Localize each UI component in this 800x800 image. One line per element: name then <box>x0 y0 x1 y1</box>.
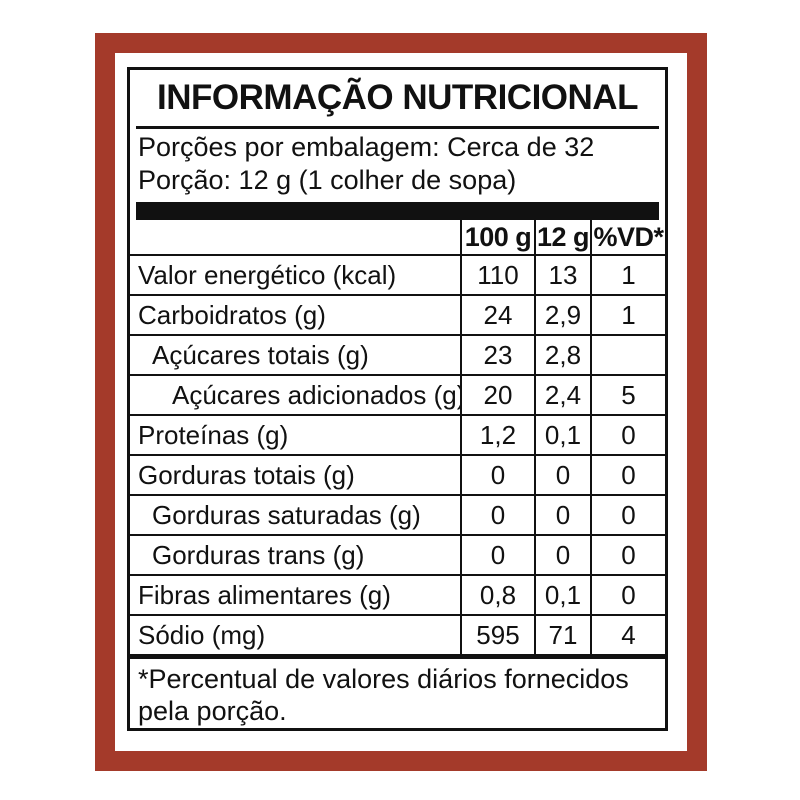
red-frame: INFORMAÇÃO NUTRICIONAL Porções por embal… <box>95 33 707 771</box>
value-daily-pct: 1 <box>590 256 665 294</box>
value-daily-pct: 1 <box>590 296 665 334</box>
value-per-100g: 1,2 <box>460 416 534 454</box>
value-per-100g: 0 <box>460 456 534 494</box>
title-divider <box>136 126 659 129</box>
footnote-line-2: pela porção. <box>138 696 287 726</box>
value-daily-pct: 4 <box>590 616 665 654</box>
value-per-100g: 24 <box>460 296 534 334</box>
value-daily-pct: 0 <box>590 456 665 494</box>
footnote: *Percentual de valores diários fornecido… <box>130 659 665 727</box>
value-daily-pct: 0 <box>590 496 665 534</box>
column-header-vd: %VD* <box>590 220 665 254</box>
nutrient-name: Gorduras trans (g) <box>152 539 365 570</box>
nutrient-row: Gorduras trans (g) 0 0 0 <box>130 534 665 574</box>
nutrient-row: Gorduras totais (g) 0 0 0 <box>130 454 665 494</box>
serving-info: Porções por embalagem: Cerca de 32 Porçã… <box>130 129 665 199</box>
nutrient-row: Açúcares totais (g) 23 2,8 <box>130 334 665 374</box>
nutrient-name: Açúcares adicionados (g) <box>172 379 460 410</box>
nutrient-row: Sódio (mg) 595 71 4 <box>130 614 665 654</box>
nutrition-title: INFORMAÇÃO NUTRICIONAL <box>157 78 638 117</box>
nutrient-row: Carboidratos (g) 24 2,9 1 <box>130 294 665 334</box>
nutrient-rows: Valor energético (kcal) 110 13 1 Carboid… <box>130 254 665 659</box>
column-header-100g: 100 g <box>460 220 534 254</box>
servings-per-package: Porções por embalagem: Cerca de 32 <box>138 132 595 162</box>
nutrient-name: Valor energético (kcal) <box>138 259 397 290</box>
value-per-portion: 0,1 <box>534 576 590 614</box>
nutrient-name: Carboidratos (g) <box>138 299 326 330</box>
value-per-portion: 0,1 <box>534 416 590 454</box>
portion-size: Porção: 12 g (1 colher de sopa) <box>138 165 517 195</box>
nutrient-name: Gorduras saturadas (g) <box>152 499 421 530</box>
nutrient-row: Açúcares adicionados (g) 20 2,4 5 <box>130 374 665 414</box>
column-header-12g: 12 g <box>534 220 590 254</box>
nutrient-name: Açúcares totais (g) <box>152 339 369 370</box>
value-per-100g: 0 <box>460 536 534 574</box>
value-per-portion: 2,4 <box>534 376 590 414</box>
value-per-100g: 595 <box>460 616 534 654</box>
nutrient-name: Gorduras totais (g) <box>138 459 355 490</box>
column-header-row: 100 g 12 g %VD* <box>130 220 665 254</box>
nutrition-facts-box: INFORMAÇÃO NUTRICIONAL Porções por embal… <box>127 67 668 731</box>
value-per-100g: 20 <box>460 376 534 414</box>
nutrient-name: Fibras alimentares (g) <box>138 579 391 610</box>
footnote-line-1: *Percentual de valores diários fornecido… <box>138 664 629 694</box>
nutrient-row: Proteínas (g) 1,2 0,1 0 <box>130 414 665 454</box>
nutrient-row: Valor energético (kcal) 110 13 1 <box>130 254 665 294</box>
value-daily-pct: 0 <box>590 576 665 614</box>
nutrient-row: Gorduras saturadas (g) 0 0 0 <box>130 494 665 534</box>
thick-separator-bar <box>136 202 659 220</box>
value-per-100g: 110 <box>460 256 534 294</box>
value-daily-pct <box>590 336 665 374</box>
value-per-portion: 0 <box>534 456 590 494</box>
value-per-100g: 0,8 <box>460 576 534 614</box>
value-per-portion: 0 <box>534 536 590 574</box>
value-daily-pct: 0 <box>590 416 665 454</box>
title-wrap: INFORMAÇÃO NUTRICIONAL <box>130 70 665 126</box>
nutrient-row: Fibras alimentares (g) 0,8 0,1 0 <box>130 574 665 614</box>
nutrient-name: Sódio (mg) <box>138 619 266 650</box>
value-per-100g: 23 <box>460 336 534 374</box>
value-per-portion: 2,8 <box>534 336 590 374</box>
value-per-portion: 71 <box>534 616 590 654</box>
value-per-portion: 13 <box>534 256 590 294</box>
nutrient-name: Proteínas (g) <box>138 419 289 450</box>
value-per-portion: 0 <box>534 496 590 534</box>
value-daily-pct: 0 <box>590 536 665 574</box>
value-per-portion: 2,9 <box>534 296 590 334</box>
value-daily-pct: 5 <box>590 376 665 414</box>
value-per-100g: 0 <box>460 496 534 534</box>
